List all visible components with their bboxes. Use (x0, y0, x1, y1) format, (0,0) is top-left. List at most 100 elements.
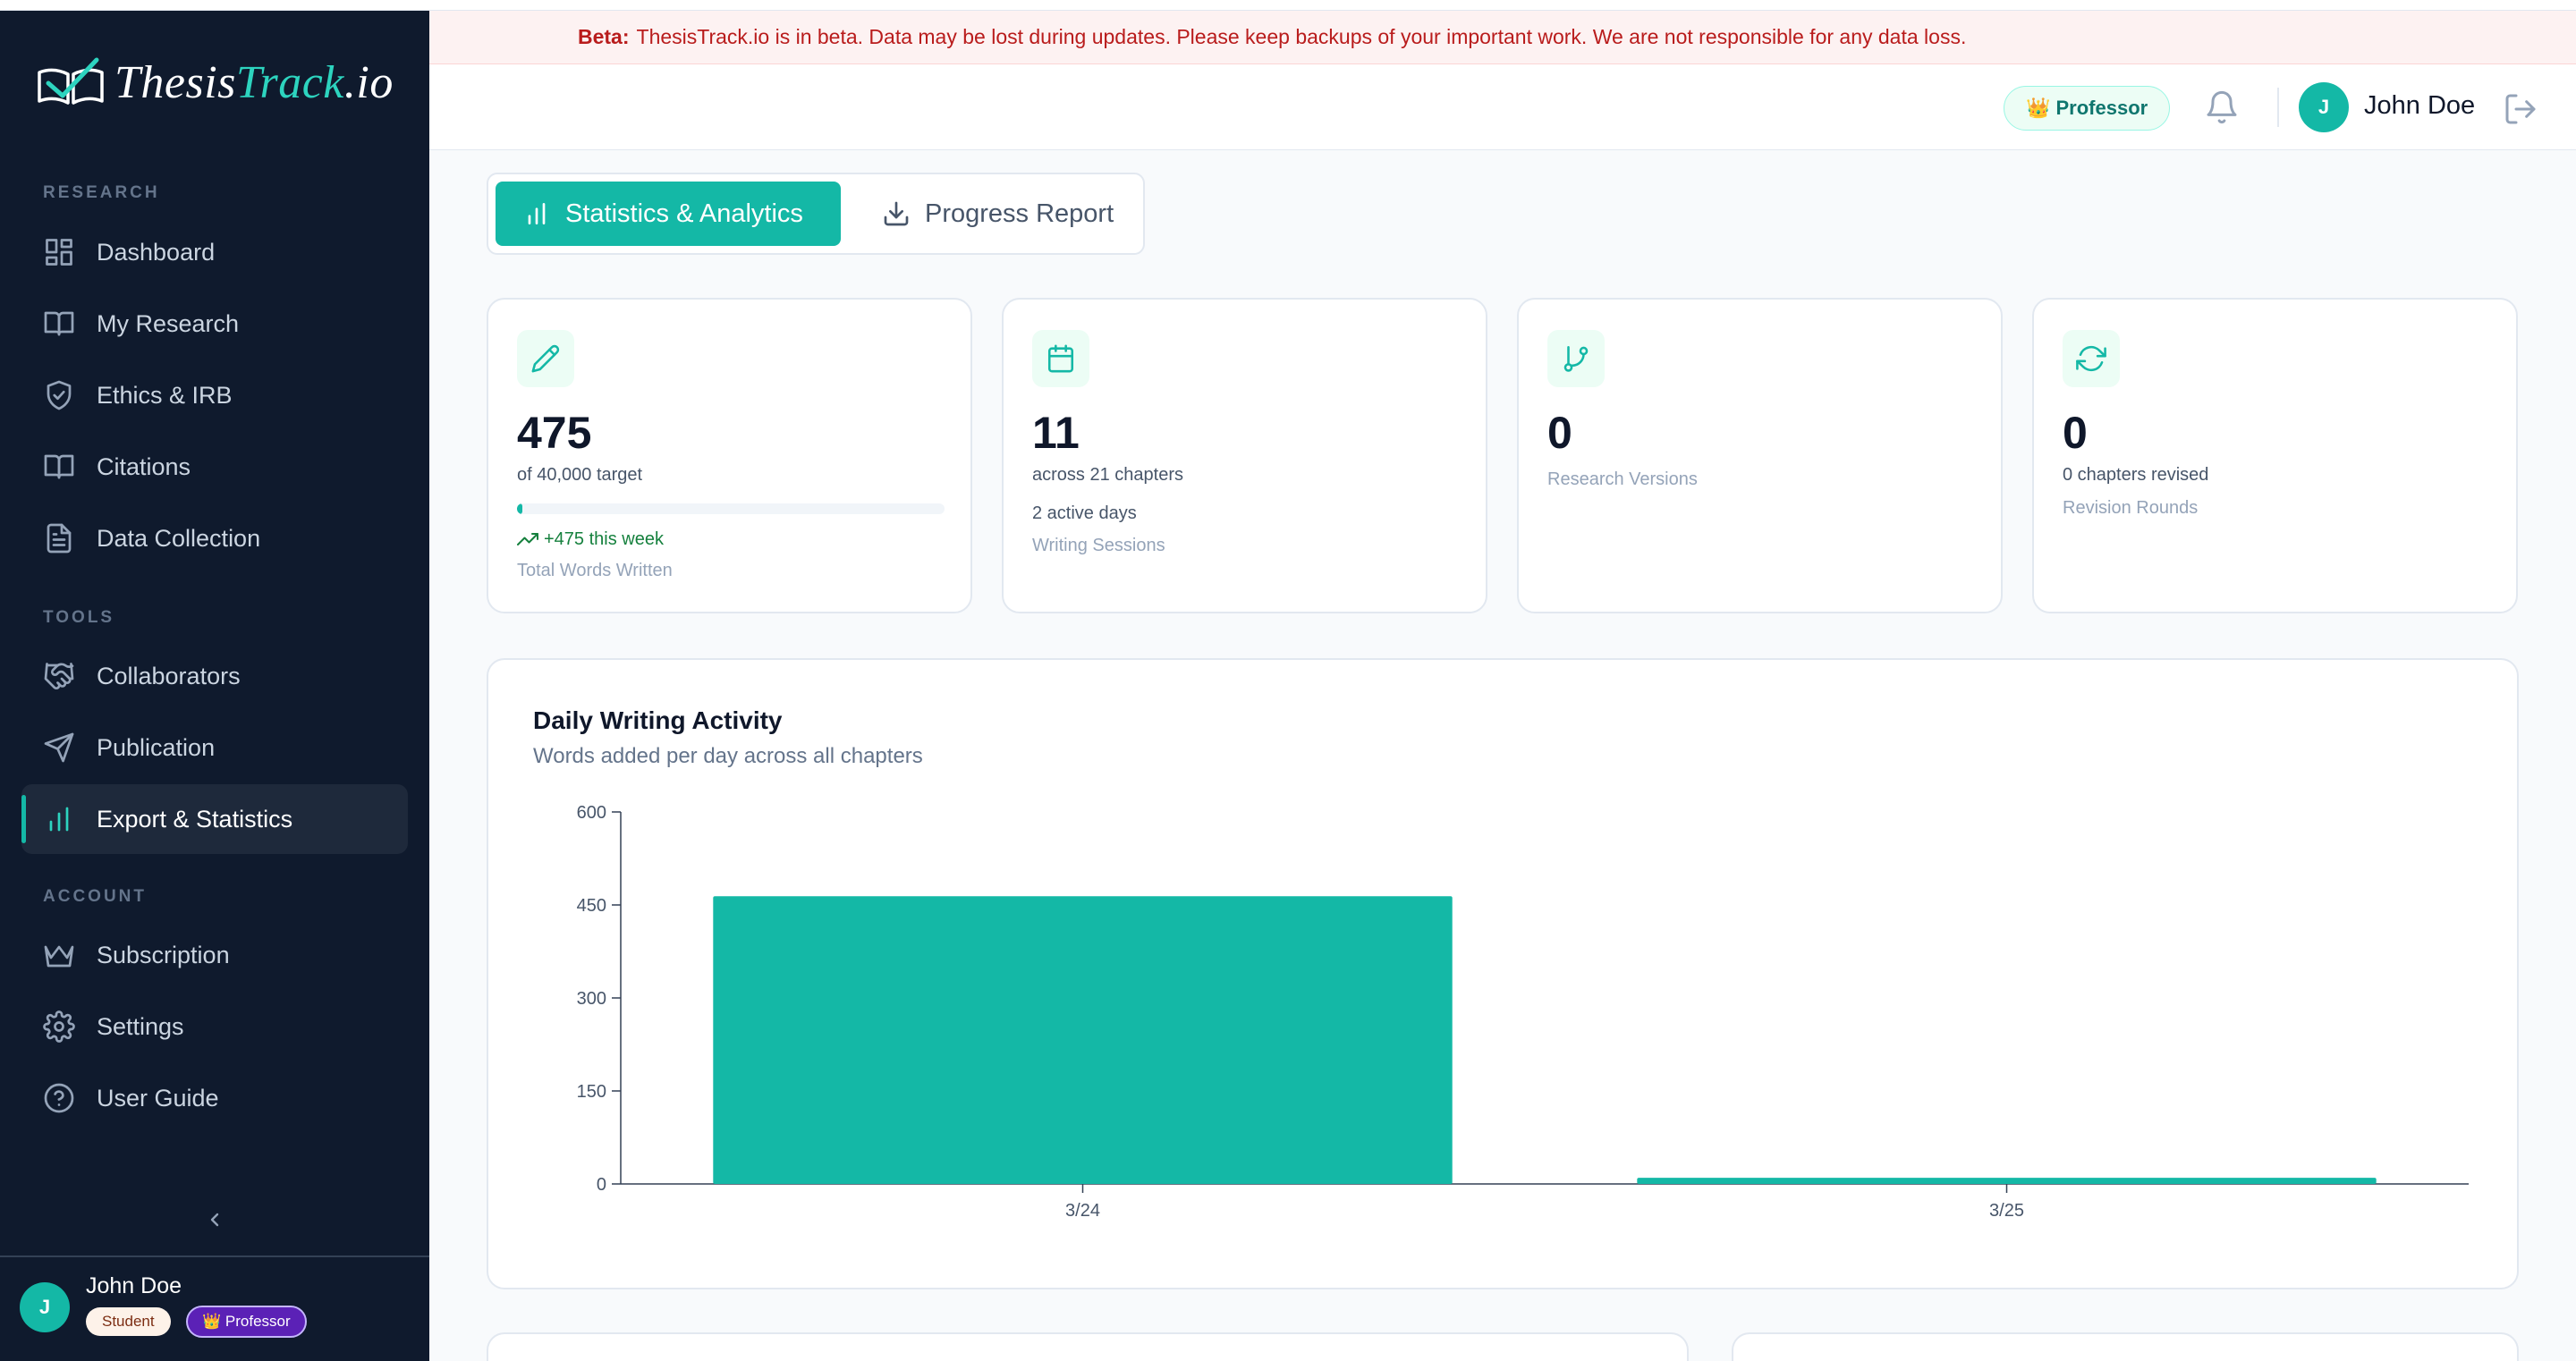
pencil-icon (531, 344, 560, 373)
role-pill[interactable]: 👑 Professor (2004, 86, 2171, 131)
words-progress-bar (517, 503, 945, 514)
sidebar-item-export-statistics[interactable]: Export & Statistics (21, 784, 408, 854)
trending-up-icon (517, 533, 538, 545)
dashboard-icon (46, 239, 72, 266)
chart-bar (713, 896, 1453, 1184)
daily-writing-chart-card: Daily Writing Activity Words added per d… (487, 658, 2519, 1289)
x-tick-label: 3/25 (1989, 1201, 2024, 1221)
trend-text: +475 this week (544, 528, 664, 549)
student-badge: Student (86, 1307, 171, 1336)
chart-bar (1637, 1178, 2377, 1184)
notifications-button[interactable] (2204, 89, 2240, 125)
calendar-icon (1047, 344, 1074, 373)
help-circle-icon (44, 1083, 74, 1113)
logo-book-check-icon (38, 57, 104, 105)
sidebar-item-label: Ethics & IRB (97, 381, 233, 409)
crown-icon (44, 945, 74, 968)
stat-subtext: of 40,000 target (517, 465, 643, 485)
stat-value: 0 (1547, 408, 1572, 458)
logout-icon (2505, 94, 2536, 124)
lower-card-right (1732, 1332, 2519, 1361)
beta-message: ThesisTrack.io is in beta. Data may be l… (636, 25, 1967, 48)
sidebar-item-user-guide[interactable]: User Guide (21, 1063, 408, 1133)
stat-value: 475 (517, 408, 592, 458)
book-open-icon (44, 454, 74, 479)
stat-icon-box (1032, 330, 1089, 387)
stat-subtext: across 21 chapters (1032, 465, 1183, 485)
stat-card-versions: 0 Research Versions (1517, 298, 2003, 613)
y-tick-label: 0 (597, 1175, 606, 1195)
stat-icon-box (517, 330, 574, 387)
logo-text: ThesisTrack.io (114, 56, 394, 108)
stat-card-revisions: 0 0 chapters revised Revision Rounds (2032, 298, 2518, 613)
avatar: J (20, 1282, 70, 1332)
handshake-icon (44, 663, 74, 690)
gear-icon (43, 1010, 75, 1043)
stat-subtext: 0 chapters revised (2063, 465, 2209, 485)
professor-badge: 👑 Professor (186, 1306, 307, 1338)
stat-caption: Revision Rounds (2063, 498, 2199, 518)
refresh-icon (2076, 345, 2106, 372)
tab-progress-report[interactable]: Progress Report (855, 182, 1140, 246)
stat-value: 0 (2063, 408, 2088, 458)
download-icon (884, 201, 909, 226)
shield-check-icon (47, 380, 72, 410)
y-tick-label: 150 (577, 1082, 606, 1102)
bar-chart-icon (49, 807, 69, 832)
lower-card-left (487, 1332, 1689, 1361)
beta-banner: Beta: ThesisTrack.io is in beta. Data ma… (429, 11, 2576, 64)
sidebar-item-subscription[interactable]: Subscription (21, 920, 408, 990)
daily-writing-chart: 0 150 300 450 600 3/24 3/25 (577, 803, 2469, 1221)
sidebar-item-settings[interactable]: Settings (21, 992, 408, 1061)
sidebar-item-my-research[interactable]: My Research (21, 289, 408, 359)
sidebar-item-label: My Research (97, 309, 240, 337)
y-tick-label: 600 (577, 803, 606, 823)
app-logo[interactable]: ThesisTrack.io (36, 46, 394, 118)
book-icon (44, 311, 74, 336)
stat-caption: Writing Sessions (1032, 536, 1165, 555)
tab-statistics-analytics[interactable]: Statistics & Analytics (496, 182, 841, 246)
chart-title: Daily Writing Activity (533, 706, 783, 734)
file-text-icon (47, 523, 72, 554)
stat-icon-box (2063, 330, 2120, 387)
stat-caption: Research Versions (1547, 469, 1698, 489)
sidebar-item-label: Data Collection (97, 524, 261, 552)
sidebar-item-label: User Guide (97, 1084, 219, 1112)
sidebar-user-panel[interactable]: J John Doe Student 👑 Professor (0, 1255, 429, 1361)
sidebar-item-label: Publication (97, 733, 216, 761)
sidebar-item-label: Dashboard (97, 238, 216, 266)
stat-card-sessions: 11 across 21 chapters 2 active days Writ… (1002, 298, 1487, 613)
window-top-strip (0, 0, 2576, 11)
view-tabs: Statistics & Analytics Progress Report (487, 173, 1145, 255)
sidebar-collapse-button[interactable] (200, 1205, 229, 1234)
stat-trend: +475 this week (517, 528, 664, 550)
send-icon (44, 732, 74, 763)
sidebar-item-publication[interactable]: Publication (21, 713, 408, 782)
avatar[interactable]: J (2299, 82, 2349, 132)
top-header: 👑 Professor J John Doe (429, 64, 2576, 150)
sidebar-item-citations[interactable]: Citations (21, 432, 408, 502)
sidebar-item-label: Citations (97, 452, 191, 480)
sidebar-item-dashboard[interactable]: Dashboard (21, 217, 408, 287)
section-label-account: ACCOUNT (43, 887, 147, 906)
section-label-tools: TOOLS (43, 608, 115, 627)
bell-icon (2207, 90, 2237, 124)
tab-label: Statistics & Analytics (565, 199, 803, 228)
sidebar: ThesisTrack.io RESEARCH Dashboard My Res… (0, 11, 429, 1361)
stat-subtext-secondary: 2 active days (1032, 503, 1137, 523)
stat-value: 11 (1032, 408, 1080, 458)
sidebar-item-label: Settings (97, 1012, 184, 1040)
chart-subtitle: Words added per day across all chapters (533, 744, 923, 768)
section-label-research: RESEARCH (43, 183, 160, 202)
y-tick-label: 450 (577, 896, 606, 916)
sidebar-item-ethics-irb[interactable]: Ethics & IRB (21, 360, 408, 430)
header-divider (2277, 88, 2279, 127)
header-user-name[interactable]: John Doe (2364, 91, 2476, 120)
stat-card-words: 475 of 40,000 target +475 this week Tota… (487, 298, 972, 613)
tab-label: Progress Report (925, 199, 1114, 228)
sidebar-item-label: Subscription (97, 941, 230, 968)
sidebar-item-data-collection[interactable]: Data Collection (21, 503, 408, 573)
logout-button[interactable] (2503, 91, 2538, 127)
beta-label: Beta: (578, 25, 630, 48)
sidebar-item-collaborators[interactable]: Collaborators (21, 641, 408, 711)
